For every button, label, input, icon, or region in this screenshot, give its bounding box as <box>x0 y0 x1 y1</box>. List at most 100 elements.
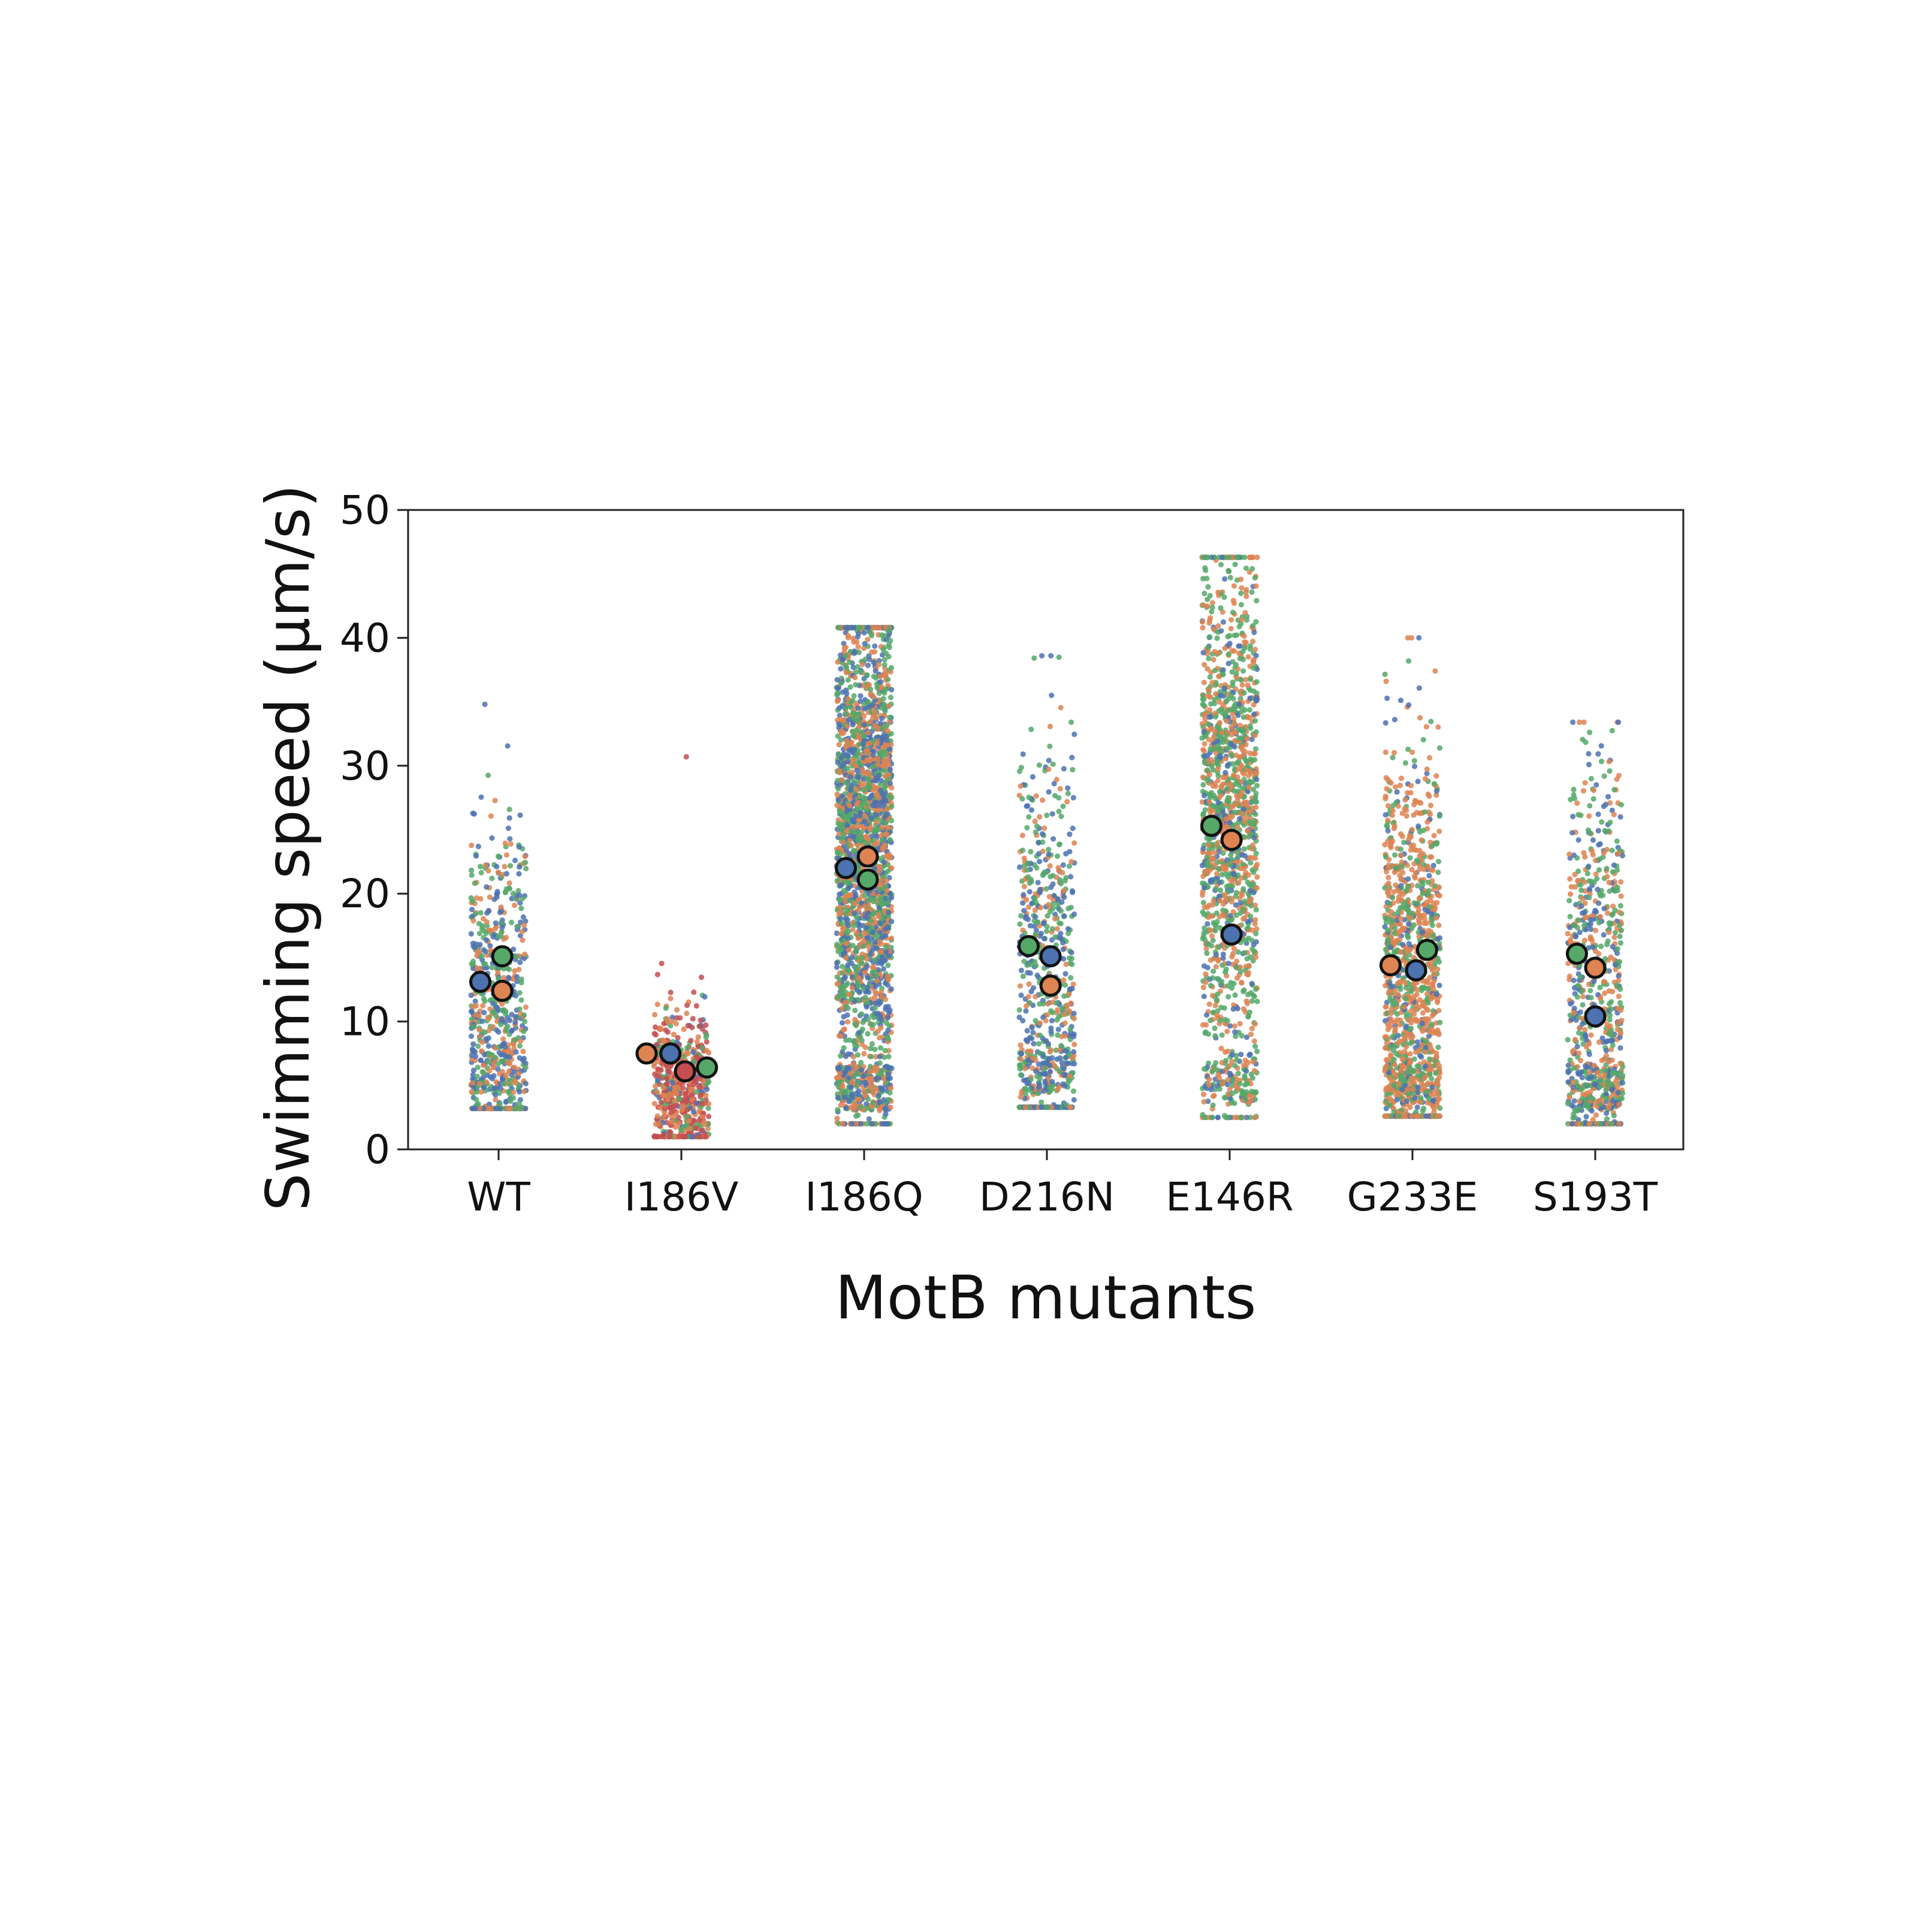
raw-data-point <box>876 912 882 918</box>
raw-data-point <box>698 1018 704 1024</box>
raw-data-point <box>1232 992 1238 998</box>
raw-data-point <box>850 710 856 716</box>
raw-data-point <box>1024 896 1030 903</box>
raw-data-point <box>1045 1012 1050 1018</box>
raw-data-point <box>514 923 520 929</box>
raw-data-point <box>521 1012 527 1018</box>
raw-data-point <box>838 931 844 937</box>
raw-data-point <box>873 812 879 818</box>
raw-data-point <box>502 1019 508 1025</box>
raw-data-point <box>494 1004 500 1010</box>
raw-data-point <box>870 964 876 970</box>
raw-data-point <box>843 711 849 717</box>
raw-data-point <box>850 698 856 704</box>
raw-data-point <box>851 716 857 722</box>
raw-data-point <box>858 693 864 699</box>
raw-data-point <box>867 656 873 662</box>
raw-data-point <box>694 1089 700 1095</box>
raw-data-point <box>838 666 844 672</box>
raw-data-point <box>503 852 510 858</box>
raw-data-point <box>874 819 880 825</box>
raw-data-point <box>887 695 893 701</box>
raw-data-point <box>1211 1092 1217 1098</box>
raw-data-point <box>1030 985 1037 991</box>
raw-data-point <box>523 1004 529 1010</box>
raw-data-point <box>843 1105 849 1111</box>
raw-data-point <box>469 1080 476 1086</box>
raw-data-point <box>476 931 483 937</box>
raw-data-point <box>1041 1088 1047 1094</box>
raw-data-point <box>1071 840 1077 846</box>
raw-data-point <box>843 955 849 961</box>
raw-data-point <box>882 671 887 677</box>
raw-data-point <box>1063 851 1069 857</box>
raw-data-point <box>881 873 887 880</box>
raw-data-point <box>481 1010 487 1016</box>
raw-data-point <box>877 1099 883 1105</box>
raw-data-point <box>839 1006 845 1012</box>
raw-data-point <box>1071 1010 1077 1016</box>
raw-data-point <box>482 961 488 967</box>
raw-data-point <box>481 916 487 922</box>
raw-data-point <box>859 767 865 773</box>
raw-data-point <box>468 1033 475 1039</box>
raw-data-point <box>884 900 890 906</box>
raw-data-point <box>846 947 852 953</box>
raw-data-point <box>848 1085 854 1091</box>
raw-data-point <box>475 843 482 850</box>
raw-data-point <box>511 1064 517 1070</box>
raw-data-point <box>488 947 494 953</box>
raw-data-point <box>476 1080 482 1086</box>
raw-data-point <box>505 825 512 831</box>
raw-data-point <box>1070 795 1076 801</box>
raw-data-point <box>837 810 843 816</box>
raw-data-point <box>1060 1081 1066 1087</box>
raw-data-point <box>838 909 844 915</box>
raw-data-point <box>1030 774 1036 780</box>
raw-data-point <box>1061 1011 1068 1018</box>
raw-data-point <box>865 975 871 981</box>
raw-data-point <box>475 965 481 971</box>
raw-data-point <box>1044 923 1050 929</box>
raw-data-point <box>1071 1061 1077 1067</box>
raw-data-point <box>512 902 518 908</box>
raw-data-point <box>694 1039 700 1045</box>
raw-data-point <box>1070 1088 1076 1094</box>
raw-data-point <box>882 813 889 819</box>
raw-data-point <box>843 941 849 947</box>
raw-data-point <box>1067 986 1073 992</box>
raw-data-point <box>1030 1055 1036 1061</box>
raw-data-point <box>850 624 856 630</box>
raw-data-point <box>655 1077 661 1083</box>
raw-data-point <box>1040 1001 1046 1007</box>
raw-data-point <box>855 705 861 711</box>
raw-data-point <box>889 865 895 871</box>
raw-data-point <box>861 1050 867 1057</box>
raw-data-point <box>469 1089 475 1095</box>
raw-data-point <box>1034 1073 1040 1079</box>
raw-data-point <box>847 741 853 747</box>
raw-data-point <box>1249 998 1255 1004</box>
raw-data-point <box>849 750 856 756</box>
raw-data-point <box>472 998 478 1004</box>
raw-data-point <box>843 663 849 669</box>
raw-data-point <box>1047 1062 1053 1068</box>
raw-data-point <box>834 877 840 884</box>
raw-data-point <box>1200 1091 1207 1097</box>
raw-data-point <box>502 840 508 846</box>
raw-data-point <box>493 1097 499 1103</box>
raw-data-point <box>858 698 864 704</box>
raw-data-point <box>1018 1072 1024 1078</box>
raw-data-point <box>1051 781 1057 787</box>
raw-data-point <box>1027 970 1033 976</box>
raw-data-point <box>666 1134 672 1140</box>
raw-data-point <box>693 1003 699 1009</box>
raw-data-point <box>875 762 881 768</box>
raw-data-point <box>852 675 858 681</box>
raw-data-point <box>1062 1033 1068 1039</box>
raw-data-point <box>868 633 874 639</box>
raw-data-point <box>699 1113 705 1120</box>
raw-data-point <box>844 1065 850 1071</box>
raw-data-point <box>874 1068 880 1074</box>
raw-data-point <box>838 883 844 889</box>
